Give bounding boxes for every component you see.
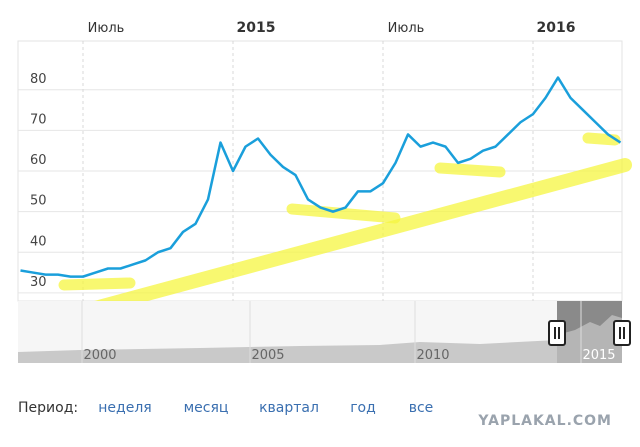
navigator-label: 2000 <box>83 348 116 363</box>
y-tick-label: 60 <box>30 153 47 168</box>
x-tick-label: 2015 <box>237 20 276 36</box>
period-option[interactable]: квартал <box>259 400 319 416</box>
y-tick-label: 40 <box>30 234 47 249</box>
period-option[interactable]: год <box>350 400 376 416</box>
y-tick-label: 70 <box>30 112 47 127</box>
navigator-handle[interactable] <box>613 320 631 346</box>
navigator-handle[interactable] <box>548 320 566 346</box>
x-tick-label: Июль <box>388 21 425 36</box>
navigator-label: 2010 <box>416 348 449 363</box>
navigator-label: 2005 <box>251 348 284 363</box>
x-tick-label: Июль <box>88 21 125 36</box>
x-tick-label: 2016 <box>537 20 576 36</box>
period-option[interactable]: неделя <box>98 400 151 416</box>
watermark: YAPLAKAL.COM <box>477 413 612 429</box>
y-tick-label: 50 <box>30 194 47 209</box>
period-option[interactable]: месяц <box>184 400 229 416</box>
price-line <box>20 76 622 278</box>
period-option[interactable]: все <box>409 400 434 416</box>
highlighter <box>51 132 632 325</box>
navigator-window-area <box>557 315 622 363</box>
y-tick-label: 30 <box>30 275 47 290</box>
period-label: Период: <box>18 400 78 416</box>
navigator-label: 2015 <box>582 348 615 363</box>
y-tick-label: 80 <box>30 72 47 87</box>
navigator-area <box>18 340 557 363</box>
